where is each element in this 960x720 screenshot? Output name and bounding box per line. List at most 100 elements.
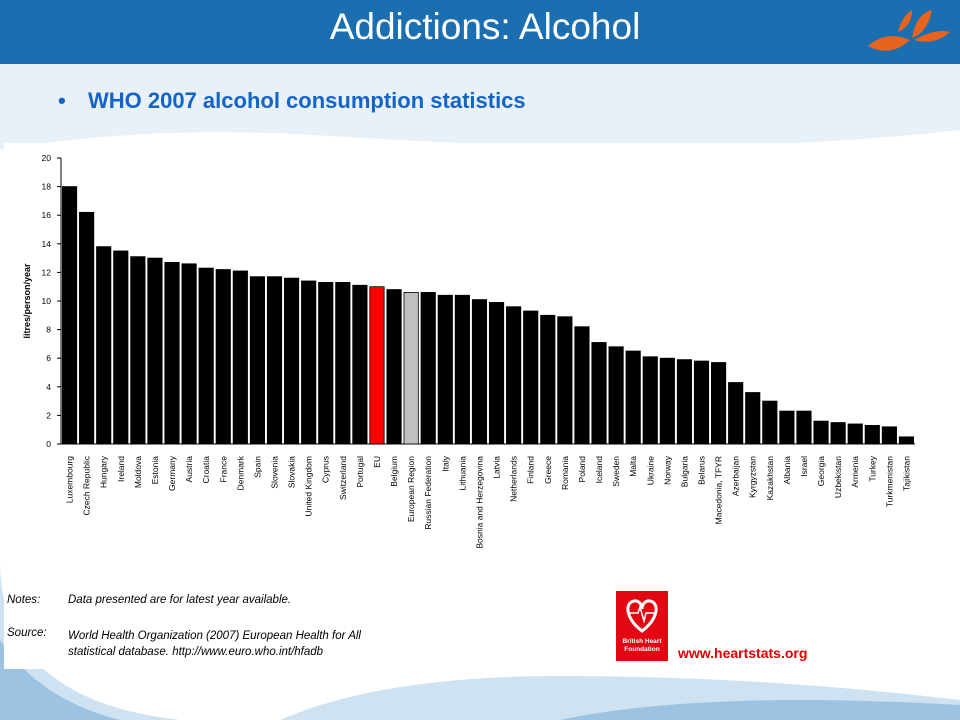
bar <box>215 269 231 445</box>
x-tick-label: Italy <box>440 455 450 471</box>
bar <box>813 420 829 445</box>
x-tick-label: Turkmenistan <box>884 456 894 507</box>
x-tick-label: Israel <box>799 456 809 477</box>
x-tick-label: Norway <box>662 455 672 485</box>
x-tick-label: Portugal <box>355 456 365 488</box>
x-tick-label: Latvia <box>492 456 502 479</box>
bar <box>625 350 641 445</box>
x-tick-label: Slovenia <box>270 456 280 489</box>
bar <box>642 356 658 445</box>
logo-text-line-2: Foundation <box>624 646 659 653</box>
bar <box>488 302 505 445</box>
x-tick-label: Georgia <box>816 456 826 487</box>
source-label: Source: <box>7 627 47 639</box>
x-tick-label: Denmark <box>235 455 245 490</box>
bar <box>318 282 334 445</box>
bar <box>79 211 95 445</box>
y-tick-label: 18 <box>42 182 52 192</box>
bar <box>284 277 300 445</box>
bar <box>164 261 180 445</box>
bar <box>506 306 522 445</box>
x-tick-label: Ireland <box>116 456 126 482</box>
x-tick-label: Kyrgyzstan <box>748 456 758 498</box>
x-tick-label: Hungary <box>99 455 109 488</box>
bar <box>830 422 846 445</box>
x-tick-label: Tajikistan <box>901 456 911 491</box>
x-tick-label: Kazakhstan <box>765 456 775 501</box>
x-tick-label: Luxembourg <box>65 456 75 504</box>
logo-text-line-1: British Heart <box>622 638 662 645</box>
bar <box>454 294 470 445</box>
chart-panel: 0 2 4 6 8 10 12 14 16 18 20 litres/person/year Luxem… <box>4 143 948 669</box>
bar <box>881 426 897 445</box>
bar <box>591 342 607 445</box>
x-tick-label: Turkey <box>867 455 877 481</box>
x-tick-label: Macedonia, TFYR <box>714 456 724 524</box>
x-tick-label: Netherlands <box>509 456 519 502</box>
bar <box>796 410 812 445</box>
x-tick-label: Austria <box>184 456 194 483</box>
x-tick-label: Uzbekistan <box>833 456 843 498</box>
x-tick-label: Croatia <box>201 456 211 484</box>
bar <box>386 289 402 445</box>
x-tick-label: Poland <box>577 456 587 483</box>
bar <box>711 362 727 445</box>
bar <box>181 263 197 445</box>
heartstats-link[interactable]: www.heartstats.org <box>678 645 808 661</box>
bullet-text: WHO 2007 alcohol consumption statistics <box>88 88 526 113</box>
bar <box>113 250 129 445</box>
source-line-2: statistical database. http://www.euro.wh… <box>68 646 324 658</box>
y-tick-label: 2 <box>46 410 51 420</box>
bar <box>728 382 744 445</box>
bar <box>301 280 317 445</box>
x-tick-label: France <box>218 456 228 483</box>
bar <box>762 400 778 445</box>
bar <box>745 392 761 445</box>
bar <box>847 423 863 445</box>
bar <box>471 299 488 445</box>
bar <box>352 284 368 445</box>
x-tick-label: Finland <box>526 456 536 484</box>
x-tick-label: Lithuania <box>457 456 467 491</box>
y-tick-label: 10 <box>42 296 52 306</box>
x-tick-label: Spain <box>252 456 262 478</box>
bar <box>557 316 573 445</box>
x-tick-label: Germany <box>167 455 177 491</box>
bar <box>437 294 453 445</box>
x-tick-label: Moldova <box>133 456 143 488</box>
x-tick-label: Sweden <box>611 456 621 487</box>
y-tick-label: 8 <box>46 325 51 335</box>
bar <box>403 292 419 445</box>
y-tick-label: 0 <box>46 439 51 449</box>
bar <box>232 270 248 445</box>
notes-label: Notes: <box>7 594 41 606</box>
bar <box>864 425 880 445</box>
bar <box>659 357 675 445</box>
y-tick-label: 20 <box>42 153 52 163</box>
x-tick-label: Belarus <box>697 456 707 485</box>
x-tick-label: United Kingdom <box>304 456 314 516</box>
bar <box>540 314 556 445</box>
source-line-1: World Health Organization (2007) Europea… <box>68 630 361 642</box>
bar <box>898 436 915 445</box>
x-tick-label: Switzerland <box>338 456 348 500</box>
bar <box>96 246 112 445</box>
x-tick-label: Russian Federation <box>423 456 433 530</box>
y-axis-label: litres/person/year <box>22 263 32 339</box>
x-tick-label: Iceland <box>594 456 604 484</box>
x-tick-label: Azerbaijan <box>731 456 741 496</box>
bar <box>61 186 78 445</box>
x-tick-label: Romania <box>560 456 570 490</box>
bar <box>369 286 385 445</box>
x-tick-label: Ukraine <box>645 456 655 486</box>
y-tick-label: 4 <box>46 382 51 392</box>
header-band <box>0 0 960 64</box>
x-tick-label: Czech Republic <box>82 455 92 515</box>
x-tick-label: Greece <box>543 456 553 484</box>
y-tick-label: 6 <box>46 353 51 363</box>
bullet-icon: • <box>58 88 66 113</box>
x-tick-label: European Region <box>406 456 416 522</box>
bar <box>130 256 146 445</box>
x-tick-label: Cyprus <box>321 456 331 483</box>
x-tick-label: Albania <box>782 456 792 485</box>
